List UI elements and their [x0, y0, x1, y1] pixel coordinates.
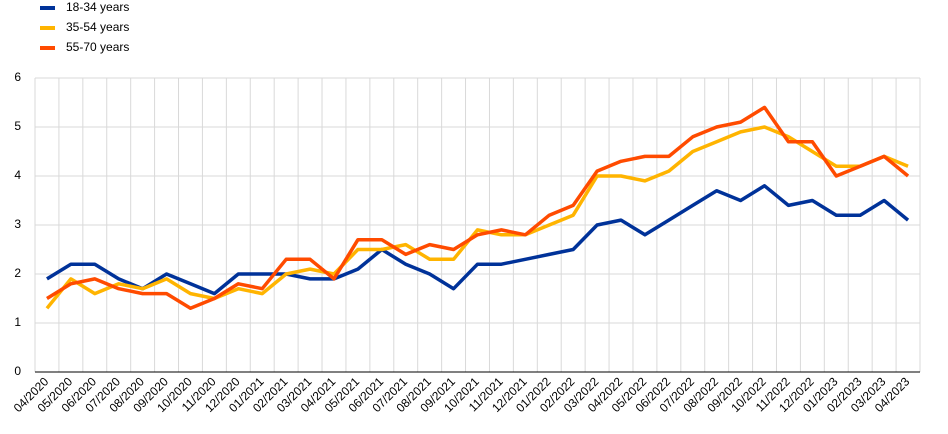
series-line — [46, 184, 910, 296]
y-tick-label: 0 — [14, 364, 21, 378]
series-line — [45, 125, 909, 310]
legend-label: 35-54 years — [66, 20, 129, 34]
y-tick-label: 1 — [14, 315, 21, 329]
y-tick-label: 6 — [14, 70, 21, 84]
legend-label: 55-70 years — [66, 40, 129, 54]
series-line — [46, 105, 910, 311]
y-tick-label: 4 — [14, 168, 21, 182]
y-tick-label: 5 — [14, 119, 21, 133]
y-tick-label: 2 — [14, 266, 21, 280]
legend-label: 18-34 years — [66, 0, 129, 14]
y-tick-label: 3 — [14, 217, 21, 231]
